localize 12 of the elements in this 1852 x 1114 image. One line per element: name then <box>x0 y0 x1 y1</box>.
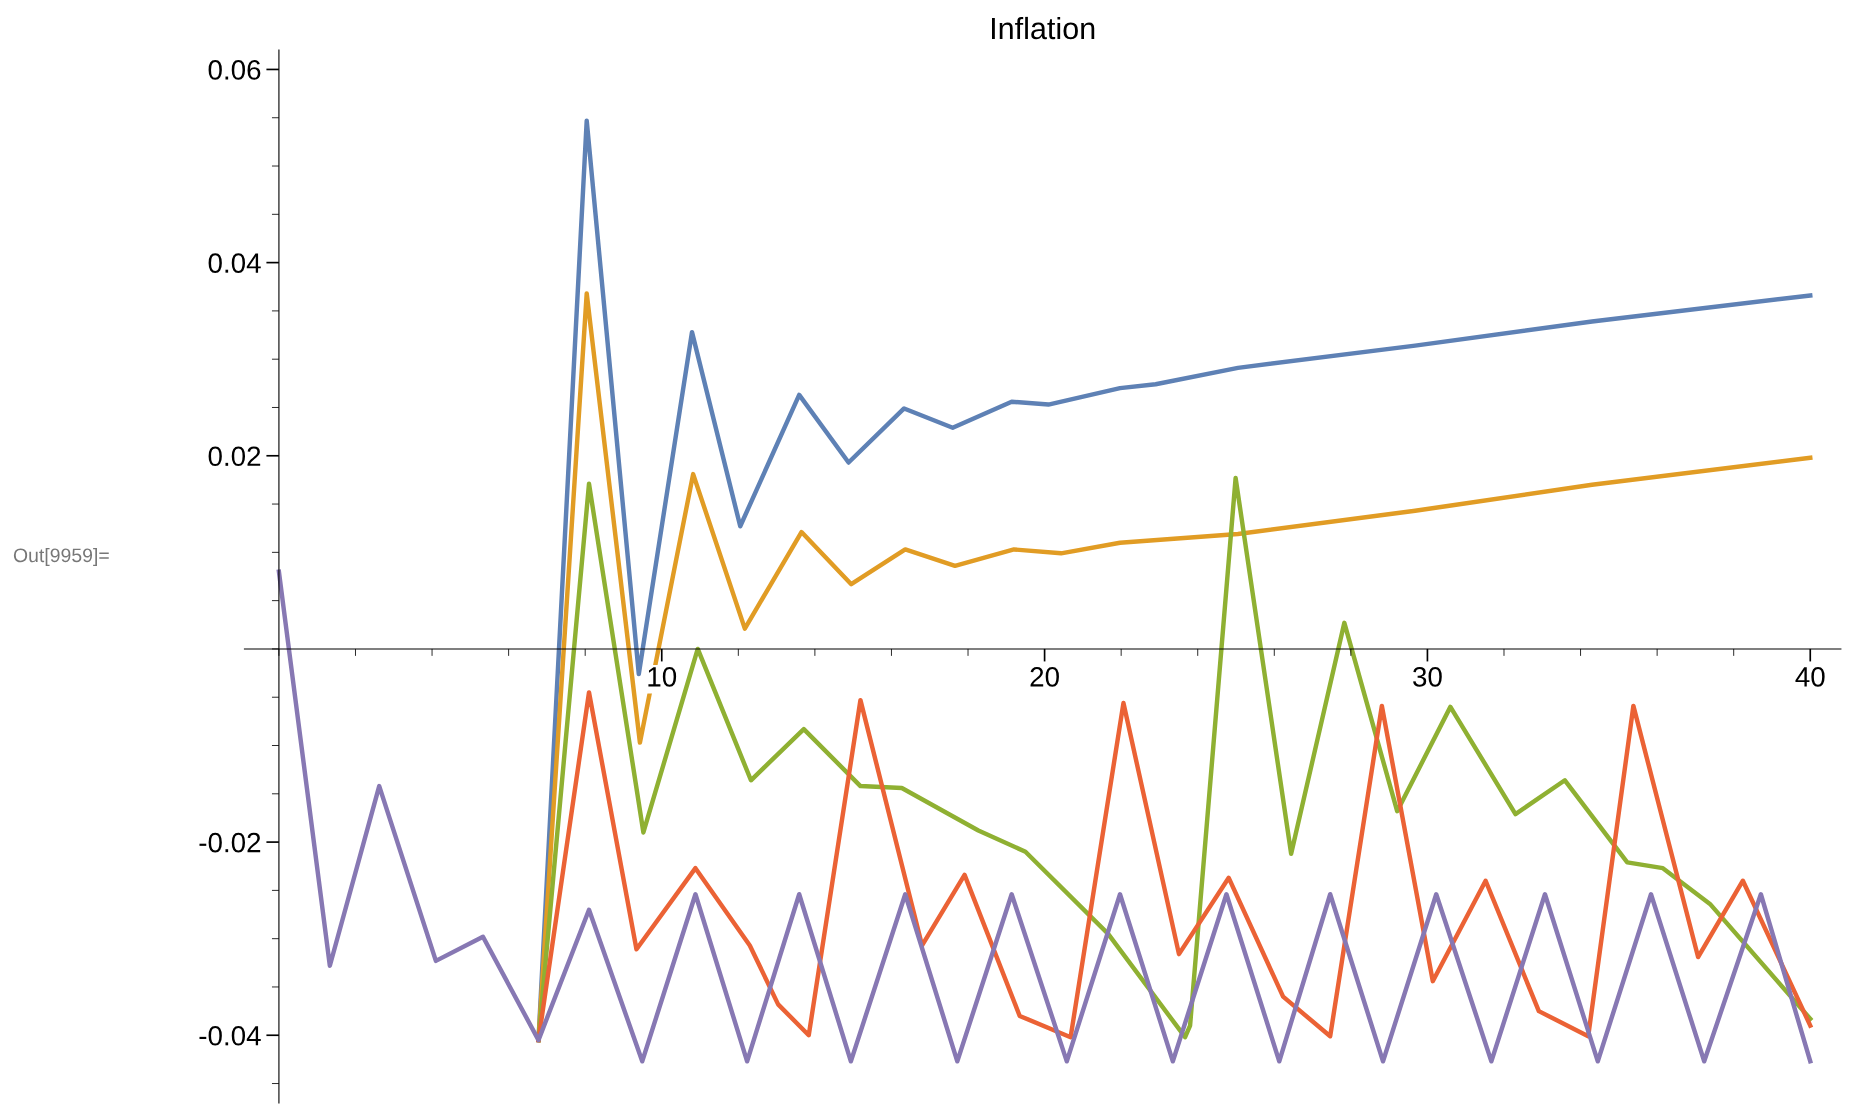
x-tick-label: 40 <box>1795 667 1825 687</box>
y-tick-label: 0.04 <box>208 253 261 273</box>
y-tick-label: -0.04 <box>199 1025 261 1046</box>
text: Out[9959]= <box>13 547 109 567</box>
chart-title: Inflation <box>991 16 1095 40</box>
y-tick-label: 0.02 <box>208 446 261 467</box>
line-series <box>536 690 1813 1043</box>
y-tick-label: 0.06 <box>208 60 261 80</box>
x-tick-label: 20 <box>1030 667 1059 687</box>
y-tick-label: -0.02 <box>199 832 261 853</box>
x-tick-label: 10 <box>648 667 677 687</box>
x-tick-label: 30 <box>1413 667 1442 687</box>
